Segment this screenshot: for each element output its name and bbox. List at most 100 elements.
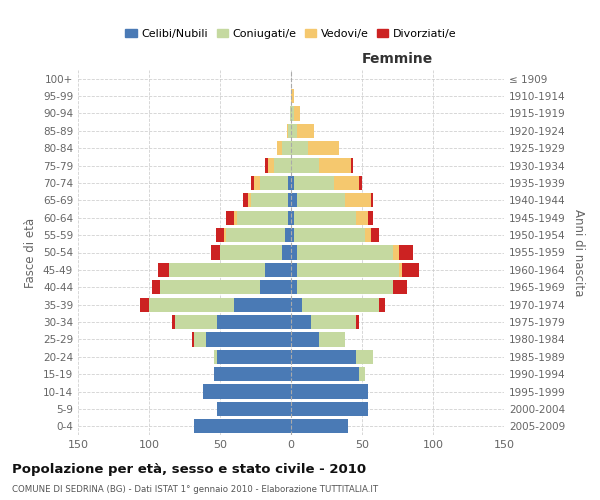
Bar: [206, 332, 291, 346]
Bar: [334, 176, 359, 190]
Bar: [359, 176, 362, 190]
Y-axis label: Anni di nascita: Anni di nascita: [572, 209, 585, 296]
Bar: [356, 350, 373, 364]
Bar: [291, 402, 368, 416]
Bar: [319, 332, 345, 346]
Bar: [399, 246, 413, 260]
Bar: [291, 124, 296, 138]
Bar: [260, 280, 291, 294]
Bar: [214, 367, 291, 382]
Bar: [379, 298, 385, 312]
Bar: [274, 158, 291, 172]
Bar: [287, 124, 288, 138]
Bar: [283, 141, 291, 156]
Bar: [265, 263, 291, 277]
Text: Femmine: Femmine: [362, 52, 433, 66]
Bar: [294, 106, 299, 120]
Bar: [291, 419, 348, 434]
Bar: [296, 280, 393, 294]
Bar: [359, 367, 365, 382]
Bar: [140, 298, 149, 312]
Bar: [217, 350, 291, 364]
Bar: [291, 89, 294, 103]
Bar: [311, 315, 356, 329]
Legend: Celibi/Nubili, Coniugati/e, Vedovi/e, Divorziati/e: Celibi/Nubili, Coniugati/e, Vedovi/e, Di…: [121, 24, 461, 44]
Bar: [308, 141, 339, 156]
Y-axis label: Fasce di età: Fasce di età: [25, 218, 37, 288]
Bar: [291, 228, 294, 242]
Text: Popolazione per età, sesso e stato civile - 2010: Popolazione per età, sesso e stato civil…: [12, 462, 366, 475]
Bar: [237, 210, 288, 225]
Bar: [288, 193, 291, 208]
Bar: [277, 141, 283, 156]
Bar: [291, 158, 319, 172]
Bar: [356, 315, 359, 329]
Bar: [290, 106, 291, 120]
Bar: [294, 228, 365, 242]
Bar: [254, 176, 260, 190]
Bar: [350, 158, 353, 172]
Bar: [288, 124, 291, 138]
Bar: [371, 228, 379, 242]
Bar: [226, 210, 234, 225]
Bar: [296, 193, 345, 208]
Bar: [158, 263, 169, 277]
Bar: [291, 176, 294, 190]
Bar: [291, 141, 308, 156]
Bar: [214, 350, 217, 364]
Bar: [291, 263, 296, 277]
Bar: [268, 158, 274, 172]
Bar: [203, 384, 291, 398]
Bar: [288, 210, 291, 225]
Bar: [243, 193, 248, 208]
Bar: [220, 246, 283, 260]
Bar: [393, 246, 399, 260]
Bar: [402, 263, 419, 277]
Bar: [160, 280, 260, 294]
Bar: [296, 246, 393, 260]
Bar: [291, 280, 296, 294]
Bar: [251, 176, 254, 190]
Bar: [172, 315, 175, 329]
Bar: [152, 280, 160, 294]
Bar: [217, 315, 291, 329]
Bar: [194, 332, 206, 346]
Bar: [291, 315, 311, 329]
Bar: [296, 263, 399, 277]
Bar: [265, 158, 268, 172]
Bar: [149, 298, 234, 312]
Bar: [260, 176, 288, 190]
Bar: [291, 384, 368, 398]
Bar: [291, 246, 296, 260]
Bar: [288, 176, 291, 190]
Bar: [175, 315, 217, 329]
Bar: [224, 228, 226, 242]
Text: COMUNE DI SEDRINA (BG) - Dati ISTAT 1° gennaio 2010 - Elaborazione TUTTITALIA.IT: COMUNE DI SEDRINA (BG) - Dati ISTAT 1° g…: [12, 485, 378, 494]
Bar: [356, 210, 368, 225]
Bar: [248, 193, 251, 208]
Bar: [169, 263, 265, 277]
Bar: [291, 332, 319, 346]
Bar: [291, 367, 359, 382]
Bar: [294, 176, 334, 190]
Bar: [296, 124, 314, 138]
Bar: [234, 210, 237, 225]
Bar: [291, 193, 296, 208]
Bar: [216, 228, 224, 242]
Bar: [217, 402, 291, 416]
Bar: [399, 263, 402, 277]
Bar: [345, 193, 371, 208]
Bar: [294, 210, 356, 225]
Bar: [283, 246, 291, 260]
Bar: [194, 419, 291, 434]
Bar: [226, 228, 286, 242]
Bar: [191, 332, 194, 346]
Bar: [302, 298, 379, 312]
Bar: [368, 210, 373, 225]
Bar: [291, 350, 356, 364]
Bar: [371, 193, 373, 208]
Bar: [291, 210, 294, 225]
Bar: [393, 280, 407, 294]
Bar: [234, 298, 291, 312]
Bar: [286, 228, 291, 242]
